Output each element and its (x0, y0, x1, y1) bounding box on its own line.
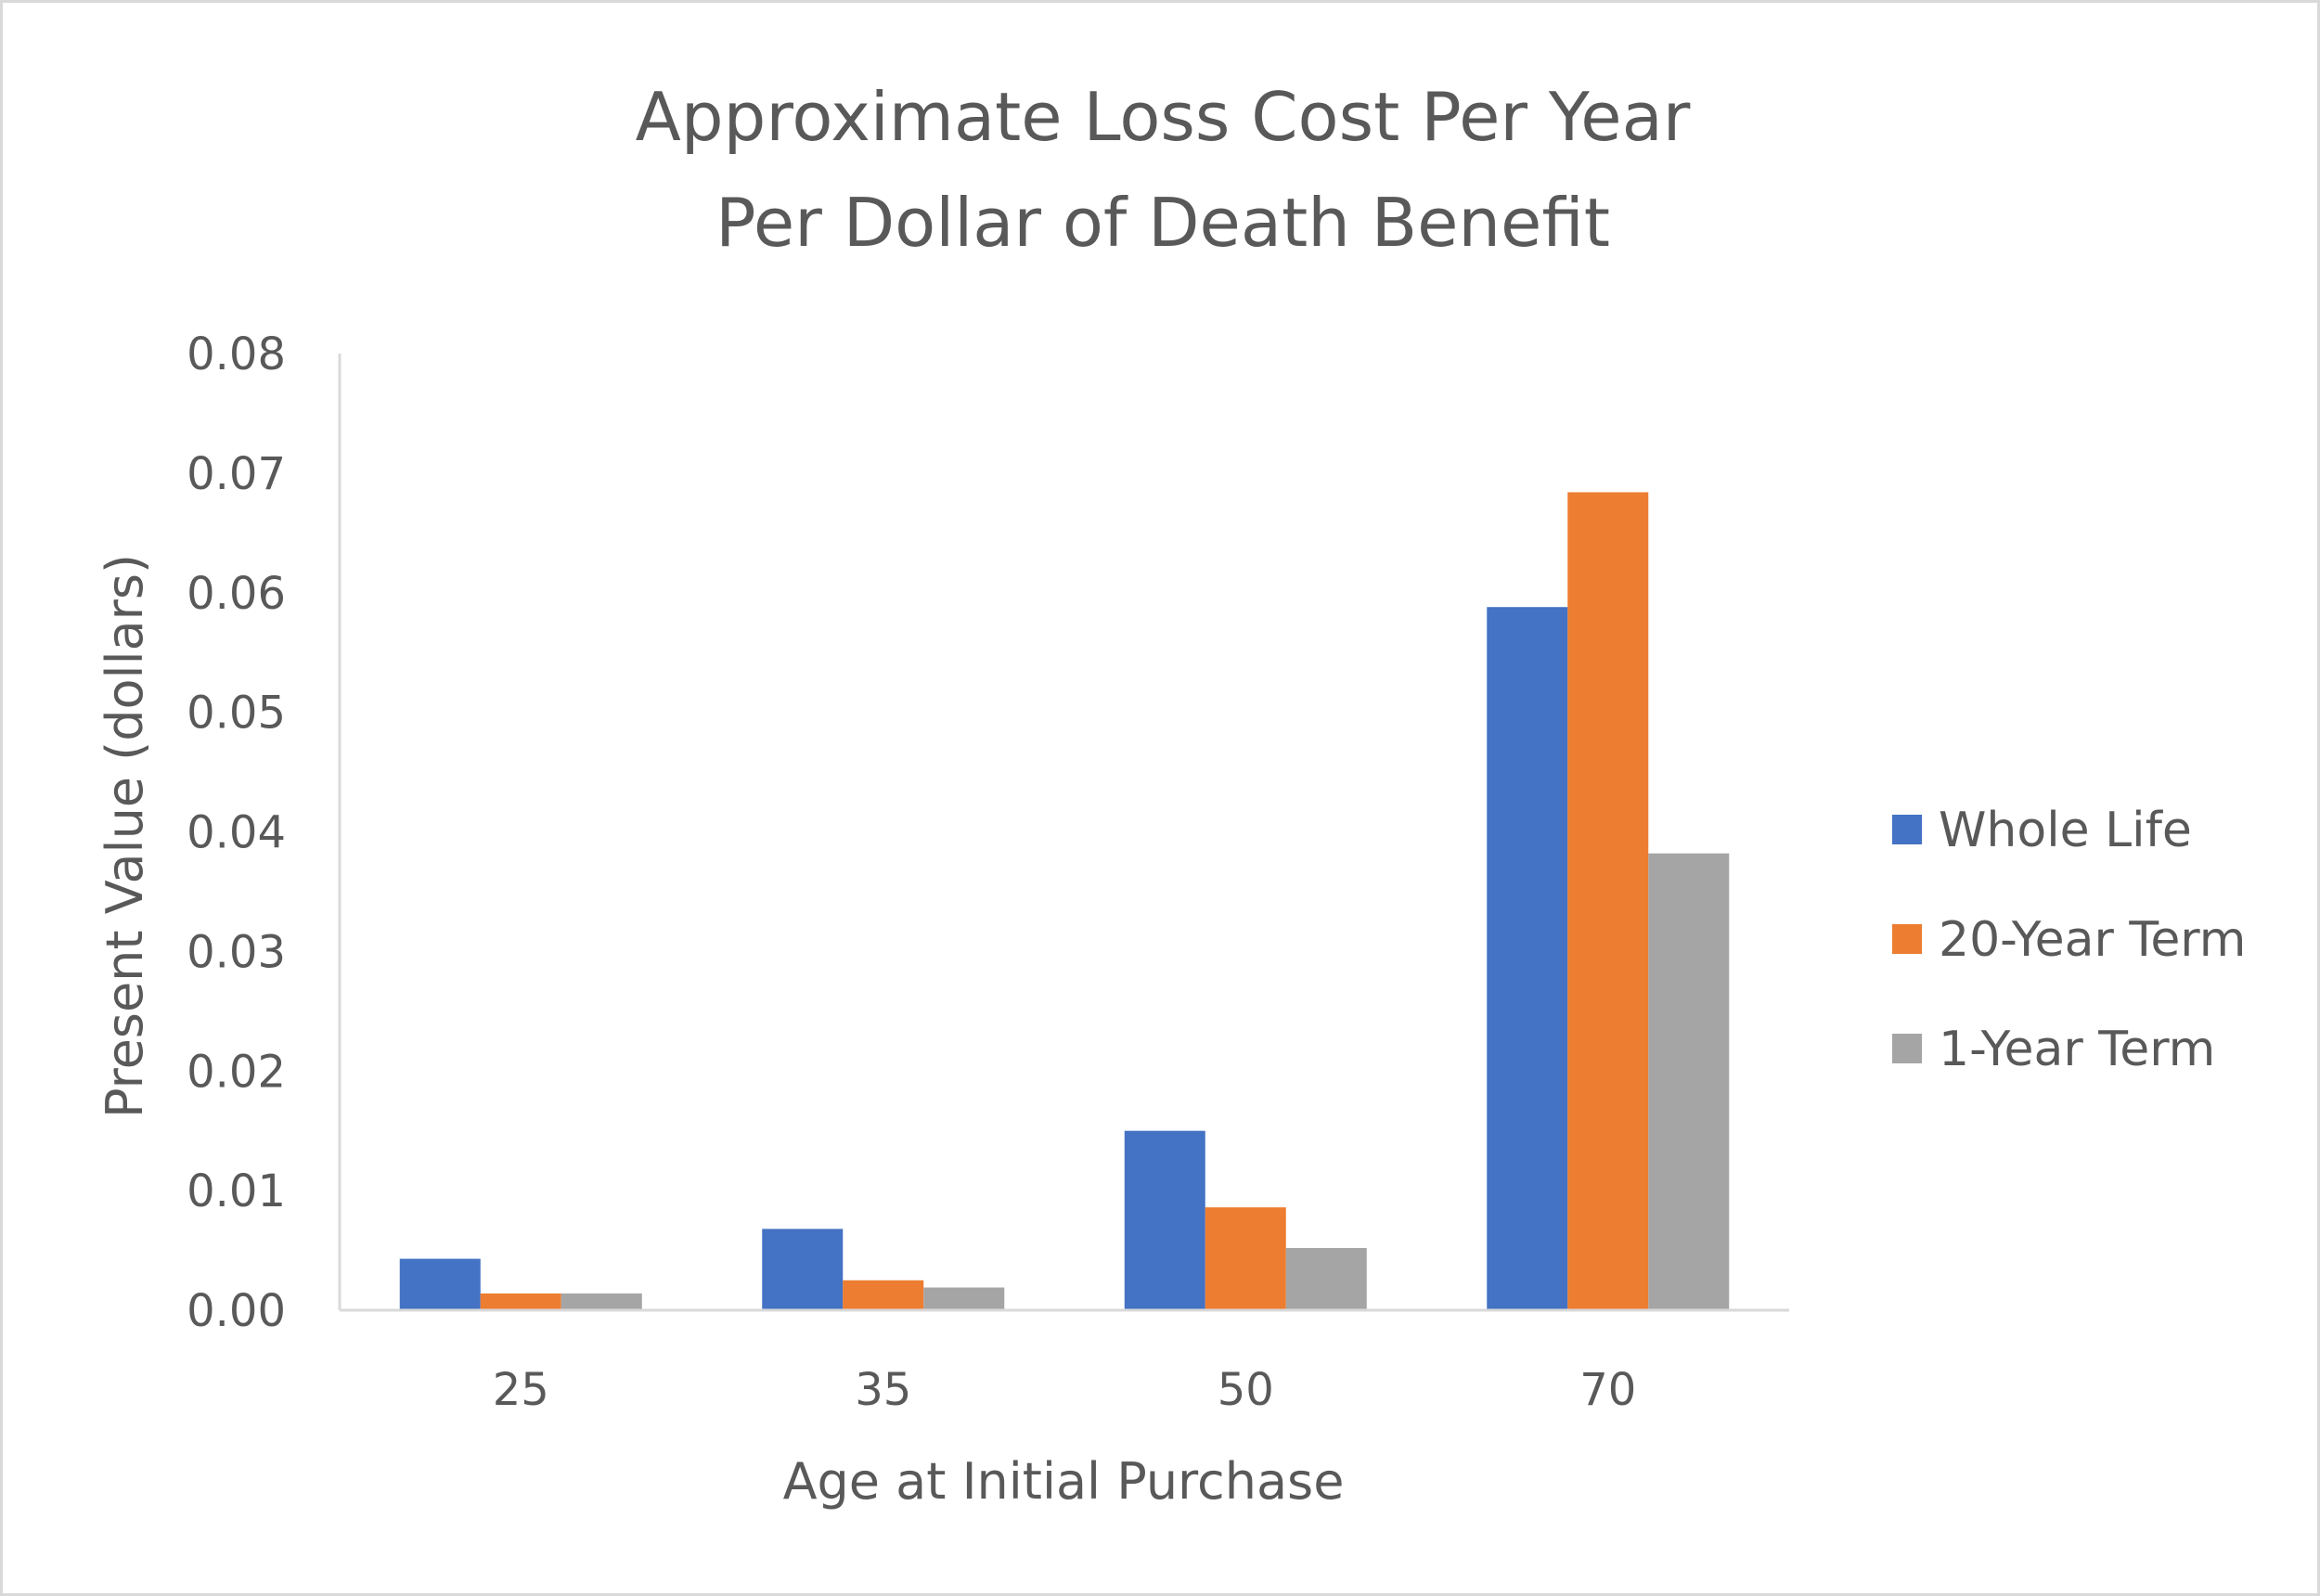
x-tick-label: 35 (855, 1364, 911, 1416)
legend-swatch (1892, 815, 1922, 844)
bar-1-year-term-35 (923, 1287, 1005, 1310)
y-tick-label: 0.08 (187, 328, 286, 380)
y-tick-label: 0.05 (187, 688, 286, 740)
x-axis-label: Age at Initial Purchase (783, 1452, 1345, 1511)
x-tick-label: 50 (1218, 1364, 1274, 1416)
bar-20-year-term-35 (843, 1280, 924, 1310)
x-tick-label: 25 (493, 1364, 549, 1416)
bars-group (399, 492, 1730, 1310)
bar-1-year-term-70 (1648, 853, 1730, 1310)
bar-20-year-term-50 (1205, 1207, 1286, 1310)
y-tick-label: 0.04 (187, 807, 286, 859)
legend-label: Whole Life (1939, 803, 2192, 858)
y-tick-label: 0.03 (187, 926, 286, 978)
y-tick-label: 0.00 (187, 1285, 286, 1337)
bar-20-year-term-70 (1567, 492, 1649, 1310)
y-tick-label: 0.07 (187, 448, 286, 500)
bar-whole-life-50 (1124, 1130, 1205, 1310)
bar-whole-life-25 (399, 1258, 481, 1310)
y-tick-label: 0.02 (187, 1046, 286, 1098)
chart-title: Approximate Loss Cost Per Year (636, 78, 1691, 156)
legend-swatch (1892, 924, 1922, 954)
legend-label: 1-Year Term (1939, 1022, 2215, 1077)
y-tick-label: 0.01 (187, 1165, 286, 1217)
bar-1-year-term-25 (561, 1293, 642, 1310)
bar-1-year-term-50 (1285, 1247, 1367, 1310)
bar-whole-life-70 (1487, 607, 1568, 1310)
y-tick-label: 0.06 (187, 568, 286, 620)
legend: Whole Life 20-Year Term 1-Year Term (1892, 803, 2246, 1077)
bar-whole-life-35 (762, 1229, 844, 1310)
bar-20-year-term-25 (480, 1293, 561, 1310)
legend-swatch (1892, 1034, 1922, 1063)
chart-title-line2: Per Dollar of Death Benefit (715, 184, 1610, 262)
x-tick-label: 70 (1579, 1364, 1636, 1416)
x-axis-ticks: 25 35 50 70 (493, 1364, 1637, 1416)
bar-chart: Approximate Loss Cost Per Year Per Dolla… (96, 78, 2246, 1511)
y-axis-label: Present Value (dollars) (96, 554, 154, 1118)
y-axis-ticks: 0.00 0.01 0.02 0.03 0.04 0.05 0.06 0.07 0.08 (187, 328, 286, 1337)
legend-label: 20-Year Term (1939, 912, 2246, 968)
